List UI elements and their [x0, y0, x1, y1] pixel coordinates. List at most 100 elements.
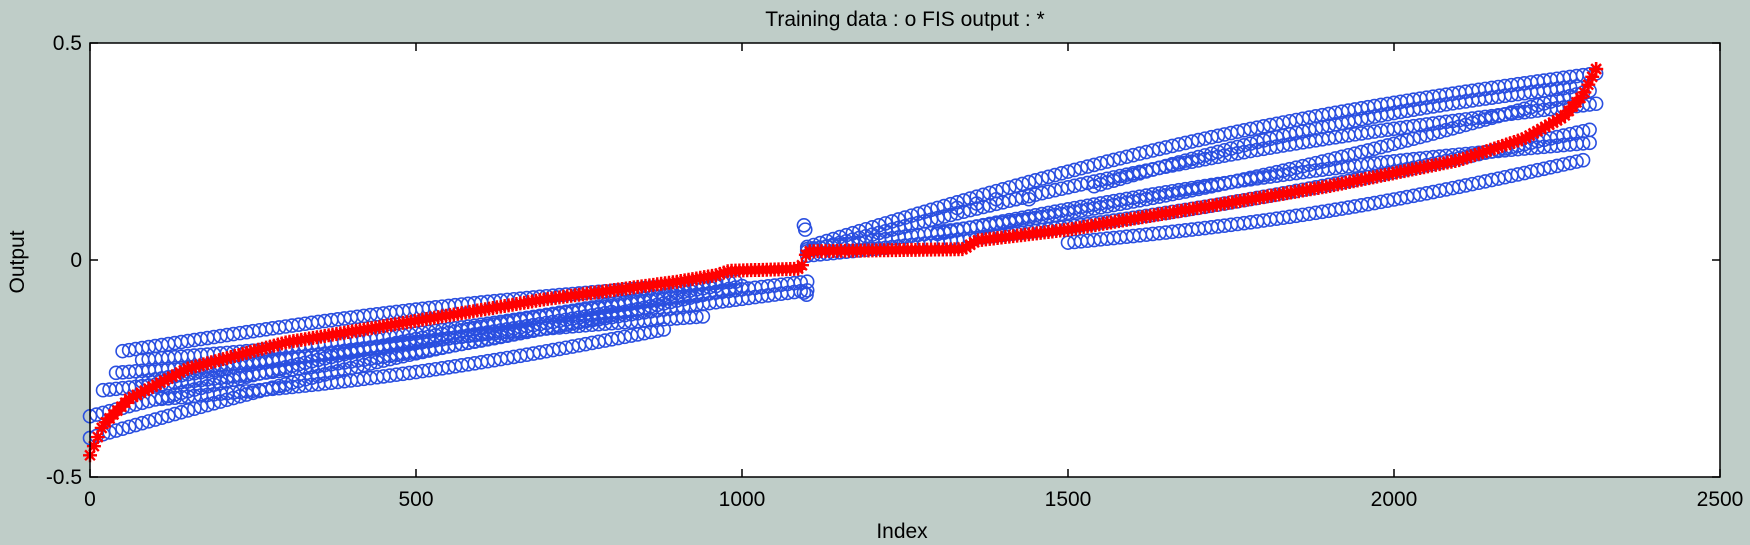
training-point [1165, 156, 1180, 172]
training-point [1158, 158, 1174, 174]
training-point [884, 222, 900, 237]
training-point [1067, 162, 1082, 178]
fis-point [122, 391, 137, 406]
training-point [1171, 155, 1187, 170]
training-point [134, 415, 150, 431]
training-point [180, 403, 196, 418]
training-point [1575, 123, 1591, 139]
training-point [878, 223, 893, 239]
training-point [871, 225, 887, 241]
fis-output-series [83, 62, 1604, 463]
fis-point [708, 268, 723, 283]
x-tick-label: 2000 [1371, 488, 1418, 511]
training-point [1178, 153, 1193, 168]
training-point [1347, 146, 1363, 161]
training-point [910, 215, 926, 231]
fis-point [716, 265, 731, 280]
training-point [1217, 142, 1232, 158]
training-point [1021, 174, 1037, 190]
x-tick-label: 1500 [1045, 488, 1092, 511]
training-point [1582, 97, 1597, 112]
training-point [891, 220, 906, 236]
training-point [1145, 162, 1161, 177]
chart-title: Training data : o FIS output : * [765, 8, 1044, 31]
training-point [1191, 149, 1206, 165]
fis-point [1483, 142, 1498, 157]
training-point [1380, 138, 1395, 153]
fis-point [1577, 85, 1592, 100]
training-point [1184, 151, 1200, 167]
training-point [128, 417, 143, 433]
fis-point [1452, 153, 1467, 168]
fis-point [1538, 119, 1553, 134]
training-point [988, 191, 1004, 207]
training-point [1047, 167, 1063, 183]
training-point [897, 219, 913, 234]
x-tick-label: 0 [84, 488, 96, 511]
training-point [1393, 134, 1408, 150]
fis-point [1585, 69, 1600, 84]
training-point [917, 214, 932, 229]
fis-point [712, 266, 727, 281]
training-point [1041, 169, 1056, 185]
training-point [1028, 173, 1043, 188]
fis-point [1506, 134, 1521, 149]
training-point [1373, 139, 1389, 155]
training-point [799, 287, 814, 303]
fis-point [153, 375, 168, 390]
fis-point [1546, 115, 1561, 130]
fis-point [1491, 140, 1506, 155]
training-point [1360, 143, 1376, 158]
training-point [173, 404, 189, 420]
fis-point [129, 387, 144, 402]
fis-point [176, 363, 191, 378]
fis-point [169, 367, 184, 382]
training-point [1073, 160, 1089, 176]
fis-point [1463, 149, 1478, 164]
y-tick-label: 0 [70, 249, 82, 272]
fis-point [172, 365, 187, 380]
training-point [1138, 164, 1154, 179]
training-point [969, 196, 985, 211]
training-point [797, 222, 813, 237]
fis-point [1550, 113, 1564, 128]
fis-point [86, 439, 101, 454]
plot-area [90, 43, 1720, 477]
training-point [969, 189, 985, 204]
fis-point [1534, 122, 1549, 137]
training-point [1197, 148, 1213, 163]
training-point [1119, 169, 1134, 185]
fis-point [1479, 144, 1494, 159]
fis-point [1522, 128, 1537, 143]
fis-point [1503, 136, 1518, 151]
training-point [115, 421, 130, 437]
y-tick-label: -0.5 [46, 466, 82, 489]
training-point [1367, 141, 1382, 157]
training-point [1386, 136, 1402, 152]
fis-point [1542, 117, 1557, 132]
training-point [1054, 166, 1069, 181]
training-point [160, 408, 176, 424]
fis-point [149, 377, 164, 392]
fis-point [1460, 150, 1475, 165]
training-point [1230, 139, 1245, 155]
training-point [689, 309, 704, 325]
fis-point [94, 420, 109, 435]
fis-point [157, 373, 172, 388]
training-point [695, 309, 711, 324]
training-point [721, 274, 737, 290]
training-point [1099, 175, 1115, 190]
fis-point [1526, 126, 1541, 141]
training-point [1412, 129, 1428, 145]
fis-point [90, 430, 105, 445]
fis-point [1456, 151, 1471, 166]
training-point [1151, 160, 1167, 176]
training-point [904, 217, 919, 232]
training-point [154, 410, 170, 426]
training-point [649, 323, 665, 338]
y-tick-label: 0.5 [53, 32, 82, 55]
fis-point [955, 242, 970, 257]
fis-point [967, 235, 982, 250]
training-point [597, 305, 613, 321]
